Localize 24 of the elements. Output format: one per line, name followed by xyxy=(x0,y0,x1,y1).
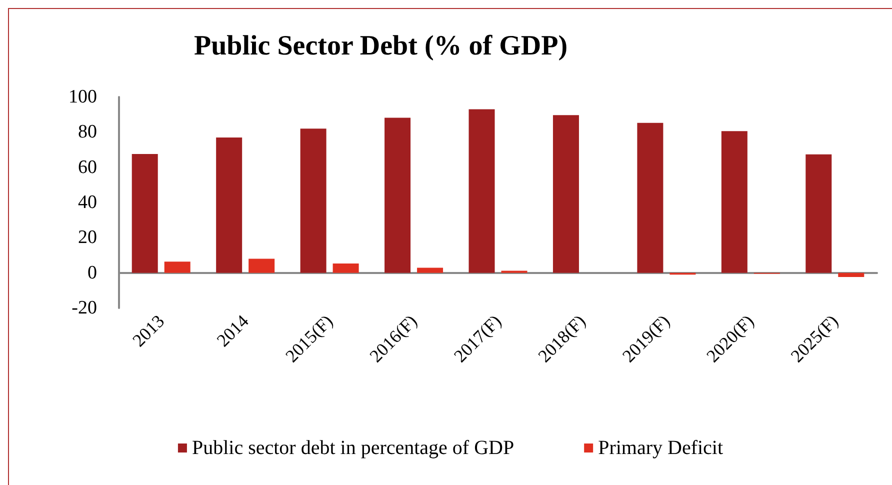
bar xyxy=(838,272,864,278)
bar xyxy=(216,137,242,273)
bar xyxy=(384,118,411,273)
y-tick-label: 60 xyxy=(78,156,97,178)
bar xyxy=(721,131,748,273)
bar xyxy=(332,264,359,273)
y-tick-label: 20 xyxy=(78,227,97,248)
y-tick-label: 40 xyxy=(78,192,97,213)
chart-title: Public Sector Debt (% of GDP) xyxy=(194,30,568,62)
bar xyxy=(637,122,664,273)
bar xyxy=(300,128,326,273)
bar xyxy=(806,154,832,273)
legend-label: Primary Deficit xyxy=(598,437,724,459)
bar xyxy=(164,262,190,273)
y-tick-label: 80 xyxy=(78,122,97,143)
bar xyxy=(552,115,579,273)
bar xyxy=(248,258,275,273)
legend-label: Public sector debt in percentage of GDP xyxy=(192,437,514,459)
bar xyxy=(417,268,444,273)
y-tick-label: 0 xyxy=(88,262,97,284)
bar xyxy=(468,109,495,273)
y-tick-label: -20 xyxy=(72,298,97,318)
y-tick-label: 100 xyxy=(68,86,97,108)
bar xyxy=(132,154,158,273)
